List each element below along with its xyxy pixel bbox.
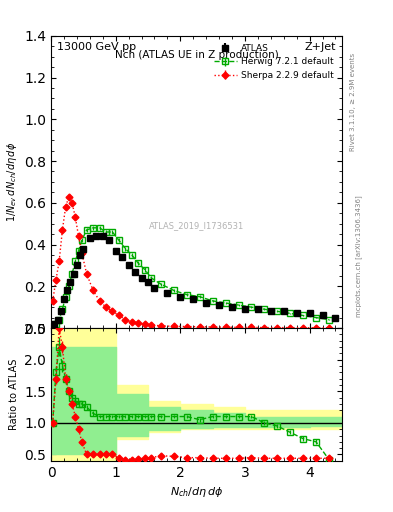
Y-axis label: $1/N_{ev}\,dN_{ch}/d\eta\,d\phi$: $1/N_{ev}\,dN_{ch}/d\eta\,d\phi$ <box>5 142 19 222</box>
Text: 13000 GeV pp: 13000 GeV pp <box>57 41 136 52</box>
Text: Rivet 3.1.10, ≥ 2.9M events: Rivet 3.1.10, ≥ 2.9M events <box>350 53 356 152</box>
Text: ATLAS_2019_I1736531: ATLAS_2019_I1736531 <box>149 221 244 230</box>
X-axis label: $N_{ch}/d\eta\,d\phi$: $N_{ch}/d\eta\,d\phi$ <box>170 485 223 499</box>
Text: Z+Jet: Z+Jet <box>305 41 336 52</box>
Legend: ATLAS, Herwig 7.2.1 default, Sherpa 2.2.9 default: ATLAS, Herwig 7.2.1 default, Sherpa 2.2.… <box>210 40 338 83</box>
Text: mcplots.cern.ch [arXiv:1306.3436]: mcplots.cern.ch [arXiv:1306.3436] <box>356 195 362 317</box>
Y-axis label: Ratio to ATLAS: Ratio to ATLAS <box>9 359 19 430</box>
Text: Nch (ATLAS UE in Z production): Nch (ATLAS UE in Z production) <box>115 51 278 60</box>
